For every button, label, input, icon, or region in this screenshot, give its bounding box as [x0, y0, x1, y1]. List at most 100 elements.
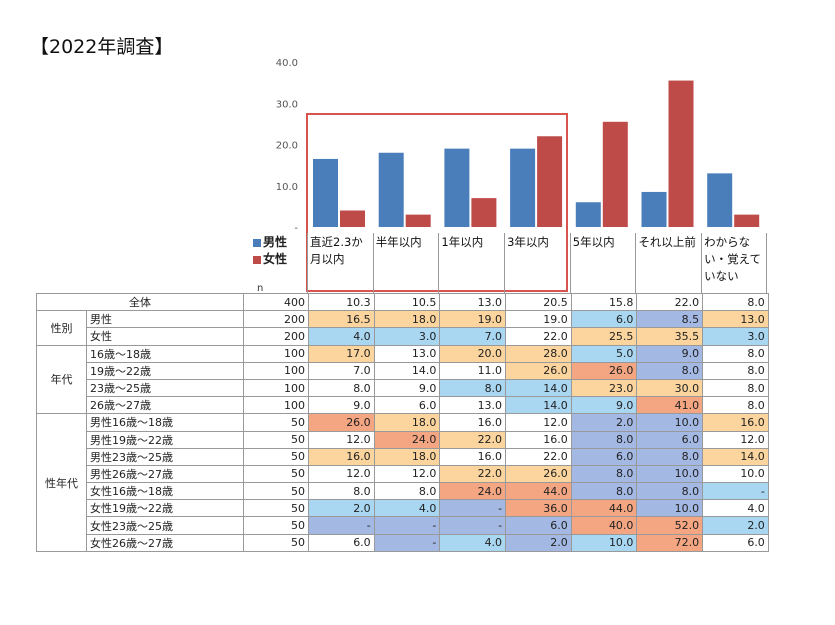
value-cell: 23.0 [570, 378, 638, 398]
value-cell: 22.0 [439, 430, 507, 449]
bar-male [641, 191, 667, 227]
bar-female [340, 210, 365, 227]
value-cell: - [439, 516, 507, 535]
value-cell: 10.5 [373, 292, 441, 312]
row-label: 男性16歳〜18歳 [86, 413, 244, 432]
value-cell: 7.0 [308, 361, 375, 380]
row-label: 男性19歳〜22歳 [86, 430, 244, 449]
value-cell: 10.0 [636, 464, 704, 484]
value-cell: 22.0 [439, 464, 507, 484]
value-cell: 24.0 [373, 430, 441, 449]
n-value: 50 [243, 430, 309, 449]
n-value: 50 [243, 516, 309, 535]
value-cell: 5.0 [570, 344, 638, 363]
row-label: 女性16歳〜18歳 [86, 482, 244, 501]
table-row: 全体 400 10.3 10.5 13.0 20.5 15.8 22.0 8.0 [36, 292, 769, 312]
value-cell: 28.0 [505, 344, 572, 363]
value-cell: 44.0 [570, 499, 638, 518]
value-cell: 3.0 [702, 327, 769, 346]
category-label: 3年以内 [504, 233, 570, 293]
category-label: それ以上前 [635, 233, 701, 293]
value-cell: 15.8 [570, 292, 638, 312]
value-cell: 8.0 [373, 482, 441, 501]
value-cell: 8.0 [570, 464, 638, 484]
value-cell: 72.0 [636, 533, 704, 552]
value-cell: 20.0 [439, 344, 507, 363]
n-value: 100 [243, 344, 309, 363]
y-tick-label: 30.0 [276, 99, 298, 110]
table-row: 性別 男性 200 16.5 18.0 19.0 19.0 6.0 8.5 13.0 [36, 310, 769, 346]
row-label: 女性 [86, 327, 244, 346]
value-cell: 19.0 [505, 310, 572, 329]
value-cell: 8.5 [636, 310, 704, 329]
value-cell: 12.0 [373, 464, 441, 484]
category-label: 半年以内 [372, 233, 439, 293]
bar-female [537, 136, 563, 227]
n-value: 50 [243, 447, 309, 466]
value-cell: 6.0 [570, 310, 638, 329]
value-cell: 16.0 [702, 413, 769, 432]
value-cell: 44.0 [505, 482, 572, 501]
group-label: 性年代 [36, 413, 87, 552]
value-cell: 40.0 [570, 516, 638, 535]
value-cell: 4.0 [373, 499, 441, 518]
table-row: 女性26歳〜27歳 50 6.0-4.0 2.0 10.0 72.0 6.0 [37, 533, 769, 552]
page-title: 【2022年調査】 [30, 36, 174, 58]
value-cell: 14.0 [702, 447, 769, 466]
y-tick-label: 10.0 [276, 182, 298, 193]
value-cell: 26.0 [505, 361, 572, 380]
value-cell: 13.0 [439, 396, 507, 415]
value-cell: 8.0 [308, 482, 375, 501]
data-table: 全体 400 10.3 10.5 13.0 20.5 15.8 22.0 8.0 性別 男性 200 1… [36, 292, 769, 552]
value-cell: 22.0 [505, 327, 572, 346]
value-cell: 9.0 [373, 378, 441, 398]
value-cell: 10.0 [570, 533, 638, 552]
value-cell: 22.0 [636, 292, 704, 312]
group-label: 性別 [36, 310, 87, 346]
table-row: 女性23歳〜25歳 50- - -6.0 40.0 52.0 2.0 [37, 516, 769, 535]
value-cell: 22.0 [505, 447, 572, 466]
value-cell: 2.0 [308, 499, 375, 518]
bar-male [313, 158, 338, 227]
value-cell: 8.0 [636, 361, 704, 380]
value-cell: 20.5 [505, 292, 572, 312]
n-value: 50 [243, 413, 309, 432]
row-label: 全体 [36, 292, 244, 312]
y-tick-label: 40.0 [276, 58, 298, 69]
row-label: 男性26歳〜27歳 [86, 464, 244, 484]
value-cell: 14.0 [505, 378, 572, 398]
row-label: 女性23歳〜25歳 [86, 516, 244, 535]
highlight-box [306, 113, 568, 292]
value-cell: 24.0 [439, 482, 507, 501]
table-row: 23歳〜25歳 100 8.0 9.0 8.0 14.0 23.0 30.0 8.0 [37, 378, 769, 398]
value-cell: 10.0 [636, 413, 704, 432]
row-label: 女性26歳〜27歳 [86, 533, 244, 552]
value-cell: 8.0 [570, 430, 638, 449]
value-cell: 8.0 [308, 378, 375, 398]
value-cell: 2.0 [505, 533, 572, 552]
value-cell: 8.0 [570, 482, 638, 501]
row-label: 19歳〜22歳 [86, 361, 244, 380]
value-cell: 30.0 [636, 378, 704, 398]
value-cell: 8.0 [636, 482, 704, 501]
value-cell: 18.0 [373, 310, 441, 329]
value-cell: 26.0 [308, 413, 375, 432]
value-cell: 26.0 [505, 464, 572, 484]
value-cell: - [308, 516, 375, 535]
value-cell: 25.5 [570, 327, 638, 346]
bar-male [575, 202, 601, 227]
row-label: 26歳〜27歳 [86, 396, 244, 415]
n-value: 50 [243, 482, 309, 501]
row-label: 女性19歳〜22歳 [86, 499, 244, 518]
value-cell: 2.0 [702, 516, 769, 535]
value-cell: 18.0 [373, 447, 441, 466]
table-row: 女性16歳〜18歳 50 8.0 8.0 24.0 44.0 8.0 8.0- [37, 482, 769, 501]
y-tick-label: - [294, 223, 298, 234]
y-tick-label: 20.0 [276, 141, 298, 152]
row-label: 16歳〜18歳 [86, 344, 244, 363]
n-value: 50 [243, 533, 309, 552]
value-cell: 19.0 [439, 310, 507, 329]
category-label: 直近2.3か月以内 [307, 233, 373, 293]
value-cell: - [702, 482, 769, 501]
value-cell: - [373, 516, 441, 535]
